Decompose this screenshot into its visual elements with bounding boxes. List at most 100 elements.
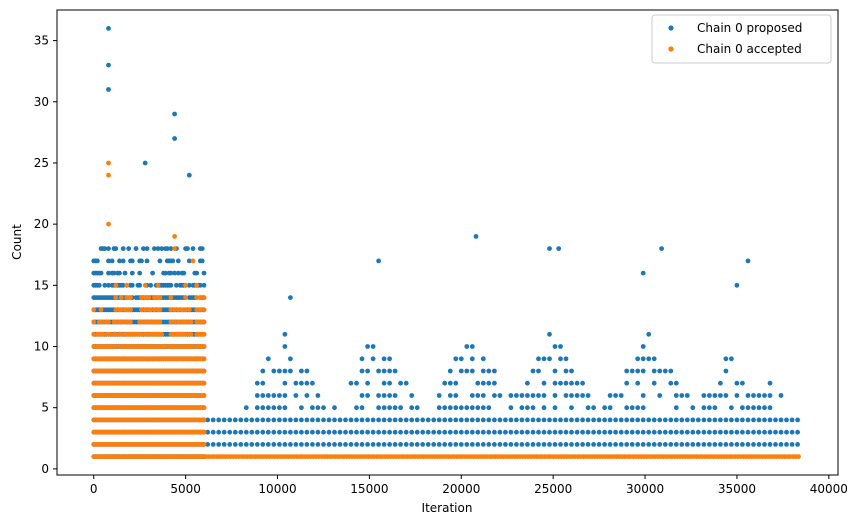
point-proposed <box>745 442 751 447</box>
point-proposed <box>635 442 641 447</box>
point-proposed <box>288 417 293 423</box>
point-proposed <box>657 393 663 398</box>
point-proposed <box>304 380 310 386</box>
point-proposed <box>503 442 508 447</box>
point-proposed <box>563 393 569 398</box>
point-proposed <box>414 442 420 447</box>
point-proposed <box>536 356 541 362</box>
point-proposed <box>475 429 481 435</box>
y-tick-label: 5 <box>41 401 49 415</box>
point-proposed <box>199 246 205 252</box>
point-proposed <box>751 405 756 411</box>
point-proposed <box>503 429 508 435</box>
x-tick-label: 5000 <box>170 482 201 496</box>
point-proposed <box>420 417 426 423</box>
point-proposed <box>106 282 111 288</box>
point-proposed <box>464 405 470 411</box>
point-proposed <box>673 429 679 435</box>
point-proposed-peak <box>640 270 646 276</box>
point-proposed <box>436 405 442 411</box>
point-proposed <box>712 393 718 398</box>
point-proposed <box>492 368 497 374</box>
point-accepted <box>91 344 97 349</box>
point-accepted <box>168 295 174 300</box>
point-proposed <box>392 429 398 435</box>
point-accepted <box>91 331 97 337</box>
point-proposed <box>216 417 222 423</box>
point-proposed <box>519 429 525 435</box>
point-proposed <box>569 417 574 423</box>
point-proposed <box>607 405 613 411</box>
point-proposed <box>414 405 420 411</box>
point-proposed <box>525 405 530 411</box>
point-proposed <box>343 417 348 423</box>
point-proposed <box>148 282 154 288</box>
point-proposed <box>480 380 486 386</box>
point-accepted <box>128 319 133 325</box>
point-proposed <box>723 417 729 423</box>
point-proposed <box>359 393 365 398</box>
point-proposed <box>679 442 685 447</box>
point-proposed <box>695 429 701 435</box>
point-proposed <box>475 442 481 447</box>
point-accepted-peak <box>106 172 111 178</box>
point-proposed <box>205 429 211 435</box>
point-proposed <box>164 246 170 252</box>
point-proposed <box>332 405 337 411</box>
point-proposed <box>607 429 613 435</box>
point-proposed <box>751 393 756 398</box>
point-proposed <box>558 442 563 447</box>
point-proposed <box>376 368 381 374</box>
point-accepted <box>139 307 144 313</box>
point-proposed <box>668 417 674 423</box>
point-proposed <box>354 442 359 447</box>
point-proposed <box>690 417 696 423</box>
point-proposed <box>718 442 723 447</box>
point-proposed <box>602 442 607 447</box>
point-proposed <box>102 282 108 288</box>
point-proposed <box>613 393 618 398</box>
point-proposed <box>618 417 624 423</box>
point-accepted <box>186 307 192 313</box>
point-proposed-peak <box>659 246 664 252</box>
point-proposed <box>541 356 547 362</box>
point-proposed <box>359 429 365 435</box>
point-proposed <box>359 405 365 411</box>
point-proposed <box>734 442 740 447</box>
point-proposed <box>607 442 613 447</box>
point-proposed <box>486 429 492 435</box>
point-proposed <box>293 417 299 423</box>
point-proposed <box>740 429 745 435</box>
point-accepted <box>201 307 207 313</box>
point-proposed <box>767 393 773 398</box>
point-proposed <box>701 393 707 398</box>
point-proposed <box>260 417 266 423</box>
point-proposed <box>729 442 734 447</box>
point-proposed <box>221 442 227 447</box>
point-proposed <box>254 417 260 423</box>
point-proposed <box>668 368 674 374</box>
point-proposed <box>563 368 569 374</box>
point-proposed <box>547 442 552 447</box>
point-proposed <box>773 442 778 447</box>
point-proposed <box>243 442 249 447</box>
point-proposed <box>756 442 762 447</box>
point-accepted <box>128 295 133 300</box>
point-proposed <box>310 380 315 386</box>
point-proposed <box>789 417 795 423</box>
point-accepted <box>146 295 152 300</box>
point-proposed <box>447 368 453 374</box>
point-accepted <box>201 356 207 362</box>
legend-marker-proposed <box>668 25 674 31</box>
point-proposed <box>354 405 359 411</box>
point-accepted <box>113 344 119 349</box>
point-proposed <box>591 405 596 411</box>
point-proposed <box>197 282 203 288</box>
point-proposed <box>425 429 431 435</box>
point-proposed <box>679 417 685 423</box>
point-proposed <box>277 405 282 411</box>
point-proposed <box>624 429 630 435</box>
legend-label-proposed: Chain 0 proposed <box>697 21 802 35</box>
point-proposed <box>392 442 398 447</box>
point-proposed <box>707 429 712 435</box>
